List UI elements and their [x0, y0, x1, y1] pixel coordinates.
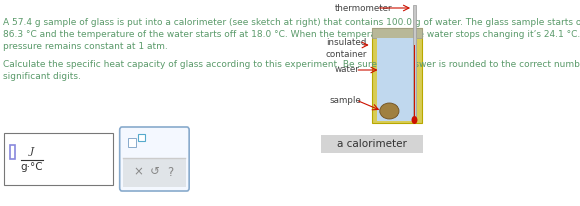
Bar: [321, 135, 423, 153]
Bar: [377, 38, 416, 121]
Bar: [413, 5, 416, 118]
Text: 86.3 °C and the temperature of the water starts off at 18.0 °C. When the tempera: 86.3 °C and the temperature of the water…: [3, 30, 580, 39]
Bar: [372, 28, 422, 123]
Bar: [122, 158, 186, 187]
FancyBboxPatch shape: [119, 127, 189, 191]
Text: significant digits.: significant digits.: [3, 72, 81, 81]
Text: insulated
container: insulated container: [326, 38, 367, 59]
Ellipse shape: [380, 103, 399, 119]
Text: A 57.4 g sample of glass is put into a calorimeter (see sketch at right) that co: A 57.4 g sample of glass is put into a c…: [3, 18, 580, 27]
Text: Calculate the specific heat capacity of glass according to this experiment. Be s: Calculate the specific heat capacity of …: [3, 60, 580, 69]
Text: ×: ×: [133, 165, 143, 179]
Bar: [3, 133, 113, 185]
Text: sample: sample: [329, 96, 361, 104]
Bar: [128, 138, 136, 147]
Text: thermometer: thermometer: [335, 4, 392, 13]
Bar: [372, 28, 422, 38]
Text: J: J: [30, 146, 34, 156]
Bar: [414, 44, 415, 118]
Text: water: water: [335, 66, 360, 75]
Text: a calorimeter: a calorimeter: [337, 139, 407, 149]
Ellipse shape: [412, 116, 418, 124]
Bar: [138, 134, 145, 141]
Bar: [10, 145, 14, 159]
Text: pressure remains constant at 1 atm.: pressure remains constant at 1 atm.: [3, 42, 168, 51]
Text: ?: ?: [168, 165, 174, 179]
Text: g·°C: g·°C: [20, 162, 43, 172]
Text: ↺: ↺: [150, 165, 160, 179]
